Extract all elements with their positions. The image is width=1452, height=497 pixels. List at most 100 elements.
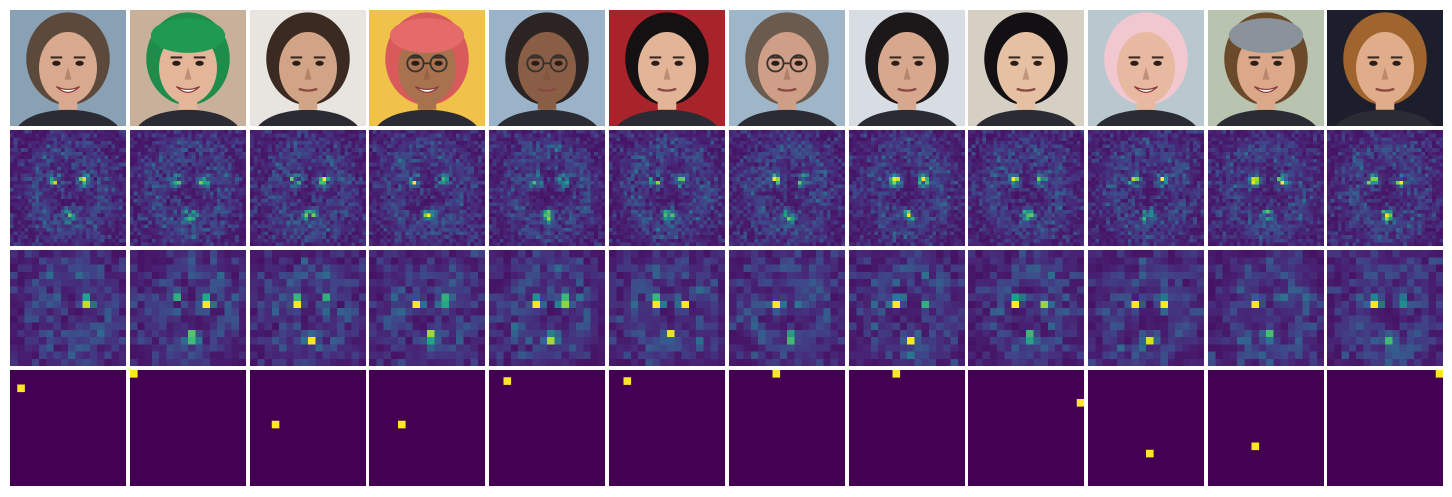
attention-map-coarse	[130, 250, 246, 366]
argmax-cell	[1251, 442, 1260, 451]
argmax-cell	[892, 370, 901, 378]
face-photo	[1208, 10, 1324, 126]
argmax-background	[849, 370, 965, 486]
argmax-grid	[968, 370, 1084, 486]
attention-map-coarse	[1327, 250, 1443, 366]
attention-heatmap	[849, 250, 965, 366]
attention-heatmap	[489, 130, 605, 246]
attention-heatmap	[1327, 250, 1443, 366]
face-photo	[250, 10, 366, 126]
argmax-cell	[503, 377, 512, 385]
attention-heatmap	[609, 130, 725, 246]
attention-heatmap	[250, 250, 366, 366]
face-portrait-image	[489, 10, 605, 126]
face-photo	[489, 10, 605, 126]
attention-heatmap	[1327, 130, 1443, 246]
argmax-background	[1327, 370, 1443, 486]
face-portrait-image	[369, 10, 485, 126]
argmax-background	[250, 370, 366, 486]
attention-heatmap	[130, 130, 246, 246]
attention-map-coarse	[10, 250, 126, 366]
argmax-background	[1088, 370, 1204, 486]
face-portrait-image	[1088, 10, 1204, 126]
attention-map-fine	[729, 130, 845, 246]
argmax-background	[130, 370, 246, 486]
attention-map-fine	[1327, 130, 1443, 246]
argmax-background	[968, 370, 1084, 486]
argmax-grid	[130, 370, 246, 486]
argmax-cell	[1435, 370, 1443, 378]
argmax-grid	[609, 370, 725, 486]
attention-map-fine	[849, 130, 965, 246]
attention-heatmap	[729, 130, 845, 246]
argmax-background	[489, 370, 605, 486]
attention-map-fine	[10, 130, 126, 246]
face-portrait-image	[1208, 10, 1324, 126]
face-photo	[849, 10, 965, 126]
attention-heatmap	[1088, 130, 1204, 246]
attention-heatmap	[250, 130, 366, 246]
argmax-grid	[10, 370, 126, 486]
argmax-cell	[271, 420, 280, 429]
argmax-background	[1208, 370, 1324, 486]
attention-map-fine	[1088, 130, 1204, 246]
argmax-cell	[17, 384, 25, 393]
argmax-grid	[1208, 370, 1324, 486]
attention-heatmap	[968, 130, 1084, 246]
face-portrait-image	[729, 10, 845, 126]
attention-argmax-map	[609, 370, 725, 486]
attention-heatmap	[369, 250, 485, 366]
attention-map-fine	[369, 130, 485, 246]
attention-heatmap	[968, 250, 1084, 366]
argmax-cell	[1146, 449, 1154, 458]
face-portrait-image	[10, 10, 126, 126]
attention-map-coarse	[609, 250, 725, 366]
attention-heatmap	[10, 130, 126, 246]
face-photo	[130, 10, 246, 126]
attention-argmax-map	[369, 370, 485, 486]
attention-map-fine	[250, 130, 366, 246]
attention-map-coarse	[1208, 250, 1324, 366]
face-photo	[1088, 10, 1204, 126]
face-photo	[968, 10, 1084, 126]
attention-map-fine	[1208, 130, 1324, 246]
face-photo	[369, 10, 485, 126]
attention-heatmap	[609, 250, 725, 366]
face-portrait-image	[849, 10, 965, 126]
attention-map-fine	[968, 130, 1084, 246]
attention-map-fine	[489, 130, 605, 246]
attention-heatmap	[1208, 250, 1324, 366]
argmax-background	[10, 370, 126, 486]
argmax-background	[609, 370, 725, 486]
attention-heatmap	[849, 130, 965, 246]
attention-argmax-map	[849, 370, 965, 486]
face-photo	[609, 10, 725, 126]
argmax-cell	[623, 377, 632, 385]
attention-map-fine	[130, 130, 246, 246]
face-portrait-image	[609, 10, 725, 126]
attention-map-coarse	[369, 250, 485, 366]
argmax-cell	[772, 370, 781, 378]
attention-heatmap	[1208, 130, 1324, 246]
argmax-grid	[489, 370, 605, 486]
argmax-grid	[1088, 370, 1204, 486]
attention-map-coarse	[489, 250, 605, 366]
attention-heatmap	[729, 250, 845, 366]
argmax-background	[729, 370, 845, 486]
attention-map-fine	[609, 130, 725, 246]
attention-argmax-map	[489, 370, 605, 486]
attention-argmax-map	[250, 370, 366, 486]
argmax-grid	[729, 370, 845, 486]
attention-argmax-map	[968, 370, 1084, 486]
attention-argmax-map	[1088, 370, 1204, 486]
face-photo	[729, 10, 845, 126]
attention-map-coarse	[968, 250, 1084, 366]
attention-map-coarse	[729, 250, 845, 366]
attention-map-coarse	[250, 250, 366, 366]
attention-argmax-map	[10, 370, 126, 486]
argmax-cell	[130, 370, 138, 378]
attention-heatmap	[1088, 250, 1204, 366]
attention-heatmap	[10, 250, 126, 366]
argmax-grid	[1327, 370, 1443, 486]
